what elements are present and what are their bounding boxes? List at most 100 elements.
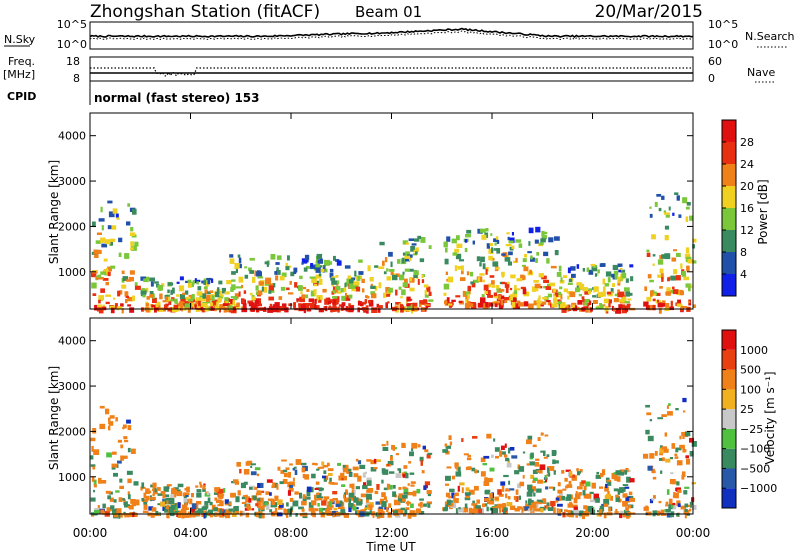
- echo-cell: [245, 461, 250, 466]
- echo-cell: [661, 277, 664, 282]
- echo-cell: [669, 457, 673, 460]
- echo-cell: [599, 509, 603, 514]
- colorbar-tick-label: 500: [740, 364, 761, 377]
- echo-cell: [484, 477, 488, 483]
- echo-cell: [364, 507, 370, 510]
- echo-cell: [458, 466, 461, 473]
- echo-cell: [334, 289, 338, 293]
- echo-cell: [542, 297, 548, 300]
- echo-cell: [532, 477, 538, 481]
- echo-cell: [540, 508, 544, 513]
- echo-cell: [505, 489, 511, 492]
- echo-cell: [666, 513, 672, 518]
- echo-cell: [336, 283, 339, 286]
- echo-cell: [421, 274, 424, 279]
- echo-cell: [465, 487, 470, 492]
- echo-cell: [362, 288, 365, 293]
- echo-cell: [165, 494, 170, 497]
- echo-cell: [252, 276, 256, 283]
- echo-cell: [287, 471, 291, 478]
- echo-cell: [113, 472, 118, 477]
- echo-cell: [238, 257, 242, 264]
- echo-cell: [383, 496, 387, 501]
- echo-cell: [93, 449, 100, 455]
- echo-cell: [217, 297, 222, 302]
- echo-cell: [316, 295, 319, 301]
- echo-cell: [564, 509, 568, 512]
- echo-cell: [324, 259, 330, 266]
- echo-cell: [483, 455, 490, 459]
- echo-cell: [455, 471, 462, 477]
- echo-cell: [99, 423, 106, 430]
- echo-cell: [515, 239, 522, 243]
- echo-cell: [602, 278, 606, 285]
- echo-cell: [565, 496, 572, 501]
- echo-cell: [482, 463, 488, 466]
- echo-cell: [331, 283, 334, 287]
- echo-cell: [480, 471, 486, 477]
- echo-cell: [370, 291, 376, 295]
- echo-cell: [352, 506, 357, 511]
- echo-cell: [399, 508, 404, 515]
- echo-cell: [467, 285, 472, 291]
- echo-cell: [164, 505, 167, 509]
- echo-cell: [315, 481, 320, 485]
- echo-cell: [496, 503, 503, 508]
- echo-cell: [335, 285, 341, 291]
- echo-cell: [671, 511, 675, 515]
- noise-tick-right-top: 10^5: [708, 18, 738, 31]
- echo-cell: [420, 460, 423, 466]
- echo-cell: [384, 293, 391, 297]
- echo-cell: [665, 214, 670, 218]
- echo-cell: [283, 472, 288, 478]
- echo-cell: [552, 486, 556, 491]
- echo-cell: [477, 277, 480, 282]
- echo-cell: [258, 497, 264, 503]
- echo-cell: [357, 475, 362, 482]
- echo-cell: [621, 296, 627, 303]
- echo-cell: [337, 306, 340, 313]
- echo-cell: [348, 492, 355, 498]
- echo-cell: [570, 266, 576, 271]
- echo-cell: [256, 499, 262, 506]
- echo-cell: [593, 493, 599, 500]
- echo-cell: [317, 259, 324, 264]
- echo-cell: [588, 269, 594, 275]
- echo-cell: [402, 257, 405, 264]
- echo-cell: [333, 299, 336, 304]
- echo-cell: [317, 496, 324, 499]
- echo-cell: [127, 297, 133, 302]
- echo-cell: [322, 464, 329, 468]
- echo-cell: [668, 504, 673, 510]
- echo-cell: [251, 296, 256, 301]
- echo-cell: [444, 443, 448, 447]
- echo-cell: [289, 484, 293, 489]
- echo-cell: [553, 507, 556, 514]
- echo-cell: [684, 486, 690, 489]
- echo-cell: [187, 282, 192, 288]
- echo-cell: [677, 503, 681, 508]
- echo-cell: [143, 278, 149, 283]
- echo-cell: [341, 506, 345, 510]
- echo-cell: [209, 513, 213, 518]
- echo-cell: [332, 491, 338, 495]
- echo-cell: [315, 263, 321, 268]
- echo-cell: [245, 496, 250, 499]
- echo-cell: [270, 505, 276, 508]
- echo-cell: [534, 283, 541, 289]
- echo-cell: [625, 507, 629, 511]
- echo-cell: [446, 236, 451, 242]
- echo-cell: [537, 437, 541, 441]
- echo-cell: [233, 296, 238, 301]
- echo-cell: [245, 512, 250, 518]
- echo-cell: [395, 302, 401, 305]
- echo-cell: [235, 496, 240, 503]
- echo-cell: [564, 477, 568, 482]
- colorbar-swatch: [722, 409, 736, 429]
- echo-cell: [587, 505, 593, 512]
- echo-cell: [405, 473, 409, 479]
- echo-cell: [196, 501, 202, 505]
- echo-cell: [522, 288, 527, 295]
- echo-cell: [644, 286, 648, 291]
